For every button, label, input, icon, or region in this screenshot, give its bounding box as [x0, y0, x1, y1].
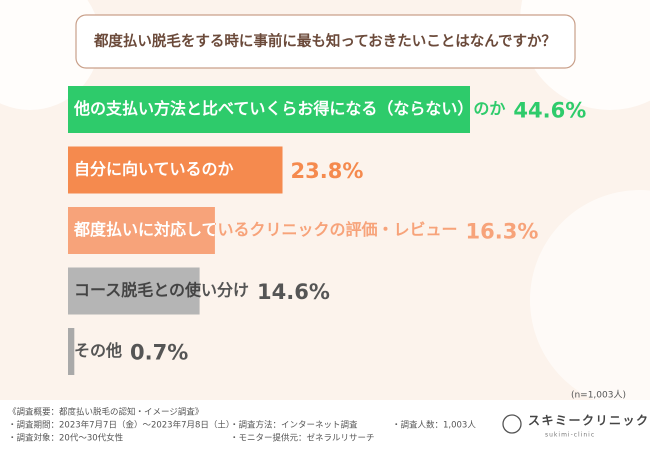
value-label: 14.6%: [257, 280, 330, 304]
footnote: ・調査人数：1,003人: [392, 420, 476, 431]
decoration: [0, 0, 100, 110]
category-label: 他の支払い方法と比べていくらお得になる（ならない）のか: [73, 99, 505, 118]
category-label: 都度払いに対応しているクリニックの評価・レビュー: [73, 220, 458, 239]
footer-band: [0, 400, 650, 450]
sample-note: (n=1,003人): [571, 390, 626, 401]
bar: [68, 207, 215, 254]
footnote: 《調査概要：都度払い脱毛の認知・イメージ調査》: [8, 407, 203, 418]
bar: [68, 267, 200, 315]
category-label: コース脱毛との使い分け: [74, 281, 249, 300]
bar: [68, 86, 470, 133]
bar: [68, 328, 75, 375]
value-label: 16.3%: [466, 220, 539, 244]
footnote: ・モニター提供元：ゼネラルリサーチ: [230, 433, 375, 444]
value-label: 44.6%: [513, 99, 586, 123]
value-label: 0.7%: [130, 341, 188, 365]
logo: スキミークリニック: [528, 414, 650, 428]
decoration: [530, 190, 650, 410]
category-label: その他: [74, 341, 122, 360]
footnote: ・調査対象：20代〜30代女性: [8, 433, 124, 444]
logo-mark: [502, 414, 522, 434]
category-label: 自分に向いているのか: [74, 160, 234, 179]
footnote: ・調査期間：2023年7月7日（金）〜2023年7月8日（土）: [8, 420, 234, 431]
bar: [68, 146, 283, 194]
title-box: [75, 14, 576, 69]
chart-title: 都度払い脱毛をする時に事前に最も知っておきたいことはなんですか？: [93, 32, 556, 50]
logo-sub: sukimi-clinic: [545, 432, 595, 439]
footnote: ・調査方法：インターネット調査: [230, 420, 358, 431]
value-label: 23.8%: [291, 159, 364, 183]
